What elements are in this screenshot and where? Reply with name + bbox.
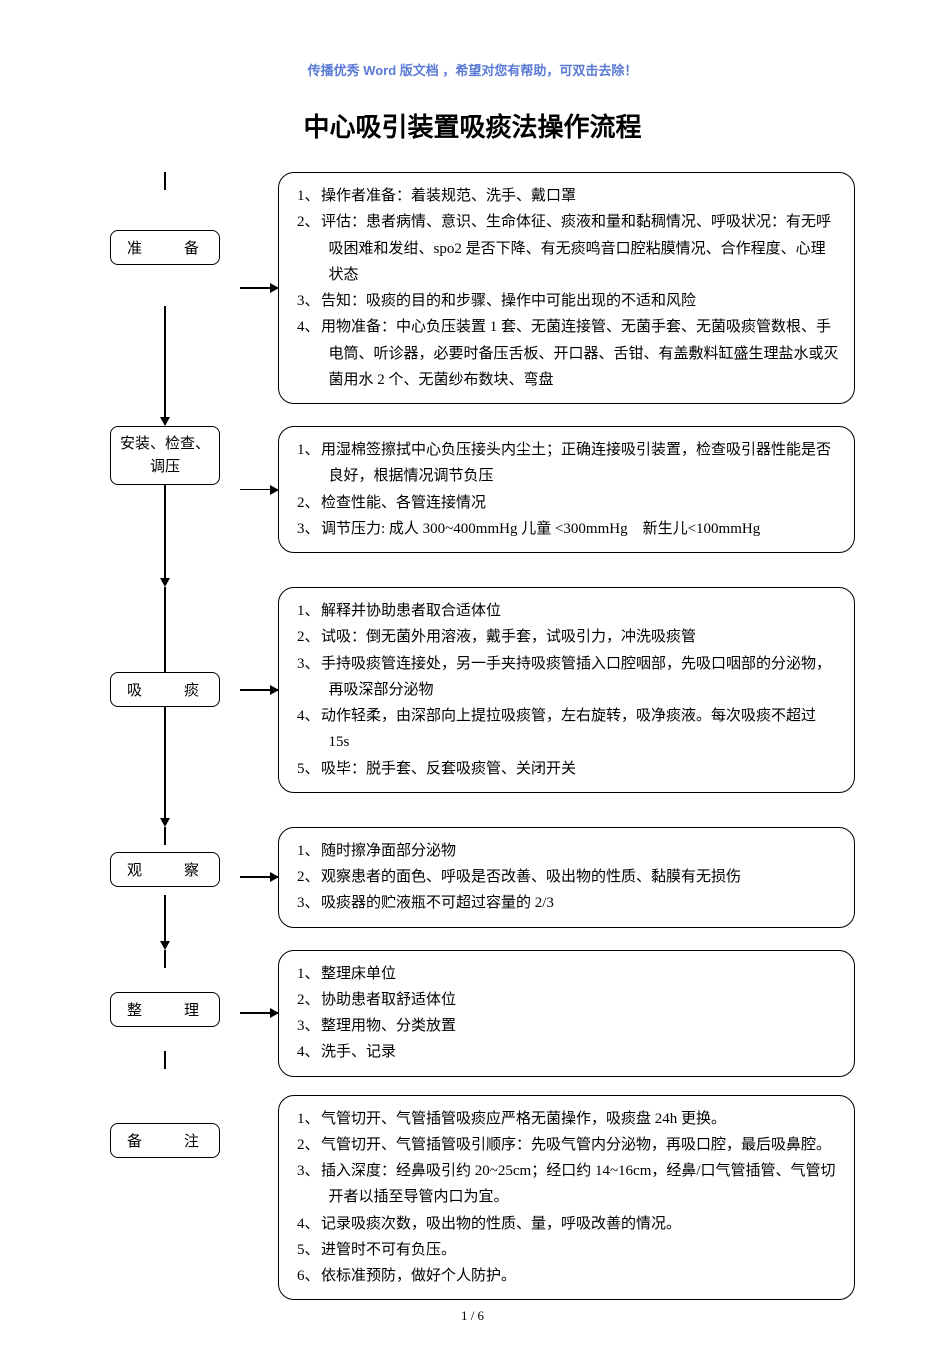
arrow-down-icon [160, 941, 170, 950]
stage-observe: 观 察 [110, 852, 220, 887]
arrow-down-icon [160, 578, 170, 587]
stage-notes: 备 注 [110, 1123, 220, 1158]
list-item: 1、气管切开、气管插管吸痰应严格无菌操作，吸痰盘 24h 更换。 [297, 1106, 840, 1132]
detail-prepare: 1、操作者准备：着装规范、洗手、戴口罩 2、评估：患者病情、意识、生命体征、痰液… [278, 172, 855, 404]
banner-text: 传播优秀 Word 版文档 ，希望对您有帮助，可双击去除！ [90, 60, 855, 79]
arrow-right-icon [240, 876, 278, 878]
list-item: 2、试吸：倒无菌外用溶液，戴手套，试吸引力，冲洗吸痰管 [297, 624, 840, 650]
stage-prepare: 准 备 [110, 230, 220, 265]
list-item: 4、洗手、记录 [297, 1039, 840, 1065]
list-item: 2、评估：患者病情、意识、生命体征、痰液和量和黏稠情况、呼吸状况：有无呼吸困难和… [297, 209, 840, 288]
arrow-down-icon [160, 417, 170, 426]
detail-suction: 1、解释并协助患者取合适体位 2、试吸：倒无菌外用溶液，戴手套，试吸引力，冲洗吸… [278, 587, 855, 793]
arrow-right-icon [240, 1012, 278, 1014]
stage-tidy: 整 理 [110, 992, 220, 1027]
list-item: 1、整理床单位 [297, 961, 840, 987]
list-item: 4、用物准备：中心负压装置 1 套、无菌连接管、无菌手套、无菌吸痰管数根、手电筒… [297, 314, 840, 393]
detail-notes: 1、气管切开、气管插管吸痰应严格无菌操作，吸痰盘 24h 更换。 2、气管切开、… [278, 1095, 855, 1301]
flow-row-prepare: 准 备 1、操作者准备：着装规范、洗手、戴口罩 2、评估：患者病情、意识、生命体… [90, 172, 855, 404]
list-item: 2、观察患者的面色、呼吸是否改善、吸出物的性质、黏膜有无损伤 [297, 864, 840, 890]
flow-row-install: 安装、检查、 调压 1、用湿棉签擦拭中心负压接头内尘土；正确连接吸引装置，检查吸… [90, 426, 855, 553]
list-item: 5、吸毕：脱手套、反套吸痰管、关闭开关 [297, 756, 840, 782]
list-item: 2、检查性能、各管连接情况 [297, 490, 840, 516]
detail-install: 1、用湿棉签擦拭中心负压接头内尘土；正确连接吸引装置，检查吸引器性能是否良好，根… [278, 426, 855, 553]
flowchart: 准 备 1、操作者准备：着装规范、洗手、戴口罩 2、评估：患者病情、意识、生命体… [90, 172, 855, 1300]
list-item: 3、整理用物、分类放置 [297, 1013, 840, 1039]
list-item: 3、手持吸痰管连接处，另一手夹持吸痰管插入口腔咽部，先吸口咽部的分泌物，再吸深部… [297, 651, 840, 704]
stage-install: 安装、检查、 调压 [110, 426, 220, 485]
detail-observe: 1、随时擦净面部分泌物 2、观察患者的面色、呼吸是否改善、吸出物的性质、黏膜有无… [278, 827, 855, 928]
flow-row-notes: 备 注 1、气管切开、气管插管吸痰应严格无菌操作，吸痰盘 24h 更换。 2、气… [90, 1095, 855, 1301]
list-item: 3、吸痰器的贮液瓶不可超过容量的 2/3 [297, 890, 840, 916]
connector [90, 793, 855, 827]
list-item: 3、告知：吸痰的目的和步骤、操作中可能出现的不适和风险 [297, 288, 840, 314]
flow-row-suction: 吸 痰 1、解释并协助患者取合适体位 2、试吸：倒无菌外用溶液，戴手套，试吸引力… [90, 587, 855, 793]
list-item: 3、调节压力: 成人 300~400mmHg 儿童 <300mmHg 新生儿<1… [297, 516, 840, 542]
list-item: 2、协助患者取舒适体位 [297, 987, 840, 1013]
arrow-right-icon [240, 689, 278, 691]
connector [90, 928, 855, 950]
detail-tidy: 1、整理床单位 2、协助患者取舒适体位 3、整理用物、分类放置 4、洗手、记录 [278, 950, 855, 1077]
list-item: 1、解释并协助患者取合适体位 [297, 598, 840, 624]
arrow-down-icon [160, 818, 170, 827]
stage-suction: 吸 痰 [110, 672, 220, 707]
list-item: 5、进管时不可有负压。 [297, 1237, 840, 1263]
arrow-right-icon [240, 287, 278, 289]
page-title: 中心吸引装置吸痰法操作流程 [90, 107, 855, 144]
list-item: 4、记录吸痰次数，吸出物的性质、量，呼吸改善的情况。 [297, 1211, 840, 1237]
list-item: 4、动作轻柔，由深部向上提拉吸痰管，左右旋转，吸净痰液。每次吸痰不超过 15s [297, 703, 840, 756]
list-item: 1、随时擦净面部分泌物 [297, 838, 840, 864]
list-item: 2、气管切开、气管插管吸引顺序：先吸气管内分泌物，再吸口腔，最后吸鼻腔。 [297, 1132, 840, 1158]
page-number: 1 / 6 [90, 1308, 855, 1324]
flow-row-tidy: 整 理 1、整理床单位 2、协助患者取舒适体位 3、整理用物、分类放置 4、洗手… [90, 950, 855, 1077]
list-item: 3、插入深度：经鼻吸引约 20~25cm；经口约 14~16cm，经鼻/口气管插… [297, 1158, 840, 1211]
arrow-right-icon [240, 489, 278, 491]
connector [90, 404, 855, 426]
flow-row-observe: 观 察 1、随时擦净面部分泌物 2、观察患者的面色、呼吸是否改善、吸出物的性质、… [90, 827, 855, 928]
connector [90, 553, 855, 587]
list-item: 1、用湿棉签擦拭中心负压接头内尘土；正确连接吸引装置，检查吸引器性能是否良好，根… [297, 437, 840, 490]
list-item: 6、依标准预防，做好个人防护。 [297, 1263, 840, 1289]
list-item: 1、操作者准备：着装规范、洗手、戴口罩 [297, 183, 840, 209]
